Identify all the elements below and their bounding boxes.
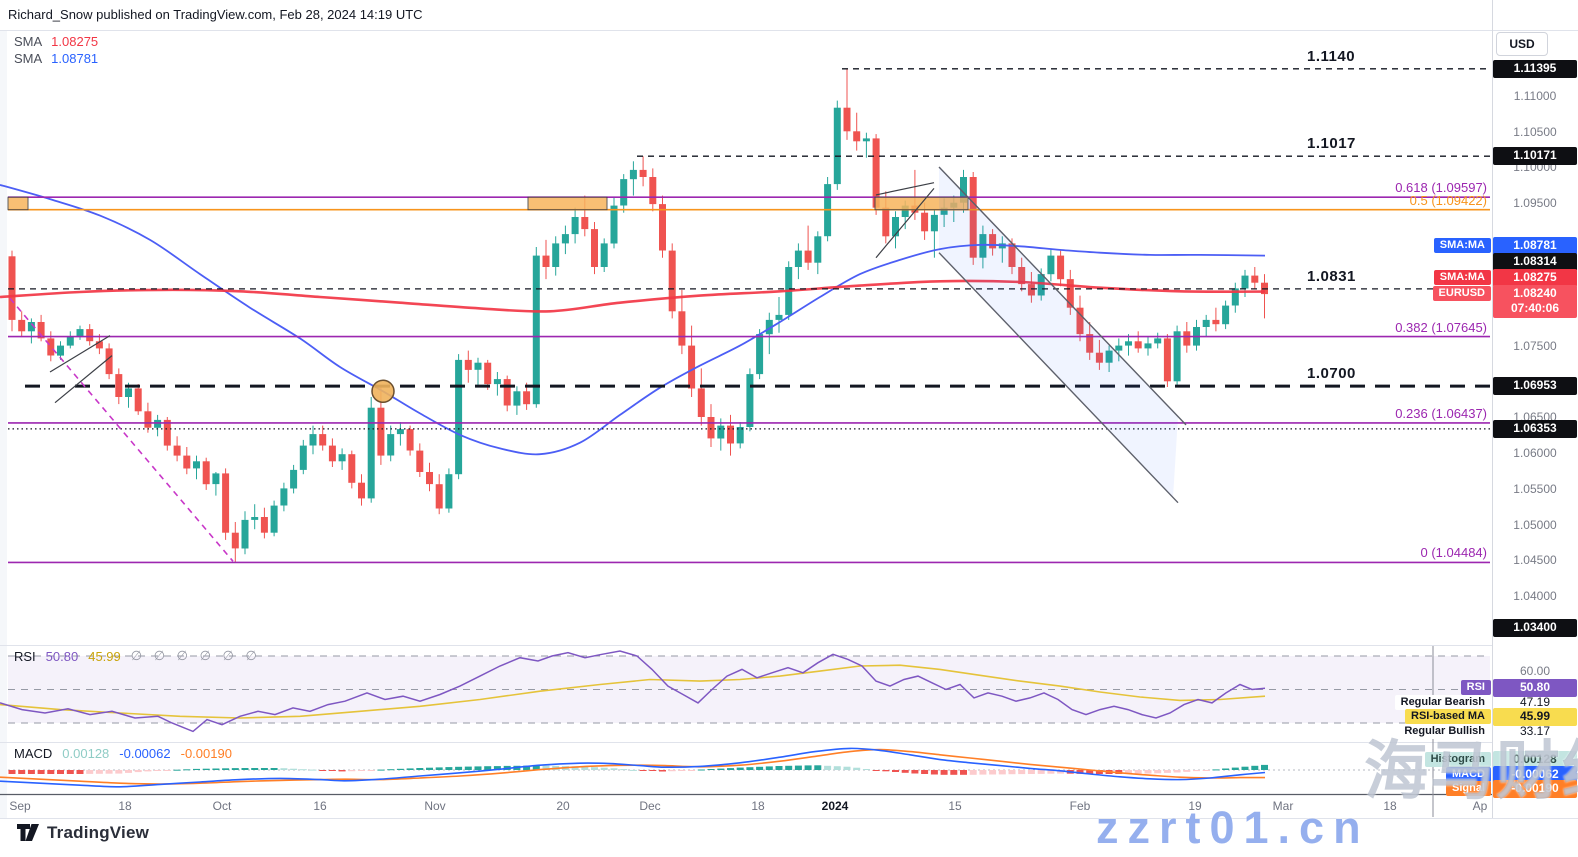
time-axis-tick[interactable]: 19 (1188, 799, 1202, 813)
sma-fast-label: SMA (14, 34, 43, 49)
level-label: 1.1017 (1307, 135, 1356, 153)
pane-value: 47.19 (1519, 695, 1551, 709)
pane-value-badge: 0.00128 (1493, 751, 1577, 769)
time-axis-tick[interactable]: Sep (9, 799, 31, 813)
pane-value: 33.17 (1519, 724, 1551, 738)
macd-hist-value: 0.00128 (62, 746, 110, 761)
rsi-hidden-inputs: ∅ ∅ ∅ ∅ ∅ ∅ (130, 648, 261, 663)
level-label: 1.0831 (1307, 267, 1356, 285)
time-axis-tick[interactable]: Dec (639, 799, 661, 813)
tradingview-brand: TradingView (47, 823, 150, 842)
price-axis-tick: 1.04000 (1513, 589, 1557, 603)
price-axis-tick: 1.05000 (1513, 517, 1557, 532)
fib-label: 0.5 (1.09422) (1409, 192, 1487, 208)
time-axis-tick[interactable]: Ap (1472, 799, 1488, 813)
price-level-badge: 1.11395 (1493, 59, 1577, 78)
pane-label-chip: RSI-based MA (1405, 709, 1491, 724)
time-axis-tick[interactable]: Oct (212, 799, 232, 813)
price-axis-tick: 1.09500 (1513, 196, 1557, 211)
macd-line-value: -0.00062 (119, 746, 171, 761)
price-level-badge: 1.10171 (1493, 147, 1577, 166)
fib-label: 0.382 (1.07645) (1395, 319, 1487, 335)
time-axis-tick[interactable]: 18 (118, 799, 132, 813)
level-label: 1.0700 (1307, 365, 1356, 383)
rsi-header[interactable]: RSI 50.80 45.99 ∅ ∅ ∅ ∅ ∅ ∅ (14, 648, 261, 664)
indicator-price-badge: 1.08781 (1493, 237, 1577, 255)
price-axis-tick: 1.11000 (1513, 89, 1557, 103)
fib-label: 0.618 (1.09597) (1395, 180, 1487, 196)
watermark-chinese: 海马财经 (1364, 735, 1578, 807)
macd-signal-value: -0.00190 (180, 746, 232, 761)
macd-title: MACD (14, 746, 53, 761)
price-axis-tick: 1.04500 (1513, 553, 1557, 568)
time-axis-tick[interactable]: 18 (1383, 799, 1397, 813)
pane-value-badge: -0.00062 (1493, 766, 1577, 784)
tradingview-footer[interactable]: TradingView (16, 823, 149, 843)
indicator-label-chip: EURUSD (1432, 286, 1491, 301)
tradingview-logo-icon (17, 824, 39, 841)
watermark-url: zzrt01.cn (1096, 802, 1370, 853)
pane-label-chip: Signal (1445, 781, 1491, 796)
pane-label-chip: Histogram (1424, 752, 1491, 767)
indicator-label-chip: SMA:MA (1433, 270, 1491, 285)
pane-value-badge: 45.99 (1493, 708, 1577, 726)
time-axis-tick[interactable]: 20 (556, 799, 570, 813)
price-level-badge: 1.06353 (1493, 419, 1577, 438)
indicator-price-badge: 1.08240 07:40:06 (1493, 285, 1577, 318)
pane-value-badge: 50.80 (1493, 679, 1577, 697)
fib-label: 0 (1.04484) (1420, 545, 1488, 561)
sma-slow-label: SMA (14, 51, 43, 66)
indicator-legend: SMA 1.08275 SMA 1.08781 (14, 33, 98, 67)
rsi-title: RSI (14, 648, 36, 664)
price-axis-tick: 1.07500 (1513, 339, 1557, 353)
indicator-label-chip: SMA:MA (1433, 238, 1491, 253)
pane-label-chip: MACD (1446, 767, 1491, 782)
macd-header[interactable]: MACD 0.00128 -0.00062 -0.00190 (14, 746, 232, 761)
time-axis-tick[interactable]: Mar (1272, 799, 1294, 813)
price-level-badge: 1.06953 (1493, 377, 1577, 396)
legend-sma-slow[interactable]: SMA 1.08781 (14, 50, 98, 67)
time-axis-tick[interactable]: 15 (948, 799, 962, 813)
indicator-price-badge: 1.08314 (1493, 253, 1577, 271)
publish-byline: Richard_Snow published on TradingView.co… (8, 7, 423, 22)
time-axis-tick[interactable]: Nov (424, 799, 446, 813)
pane-label-chip: Regular Bullish (1398, 724, 1491, 739)
currency-button[interactable]: USD (1496, 32, 1548, 56)
countdown-timer: 07:40:06 (1510, 301, 1560, 315)
time-axis-tick[interactable]: Feb (1069, 799, 1091, 813)
time-axis-tick[interactable]: 18 (751, 799, 765, 813)
pane-value-badge: -0.00190 (1493, 780, 1577, 798)
time-axis-tick[interactable]: 2024 (821, 799, 849, 813)
sma-slow-value: 1.08781 (51, 51, 99, 66)
price-axis-tick: 1.06000 (1513, 446, 1557, 461)
pane-label-chip: Regular Bearish (1394, 695, 1491, 710)
rsi-ma-value: 45.99 (88, 648, 121, 664)
indicator-price-badge: 1.08275 (1493, 269, 1577, 287)
pane-value: 60.00 (1519, 664, 1551, 678)
fib-label: 0.236 (1.06437) (1395, 405, 1487, 421)
level-label: 1.1140 (1307, 47, 1356, 65)
legend-sma-fast[interactable]: SMA 1.08275 (14, 33, 98, 50)
time-axis-tick[interactable]: 16 (313, 799, 327, 813)
price-axis-tick: 1.10500 (1513, 124, 1557, 139)
price-level-badge: 1.03400 (1493, 619, 1577, 637)
pane-label-chip: RSI (1460, 680, 1491, 695)
sma-fast-value: 1.08275 (51, 34, 99, 49)
rsi-value: 50.80 (45, 648, 79, 664)
price-axis-tick: 1.05500 (1513, 481, 1557, 496)
